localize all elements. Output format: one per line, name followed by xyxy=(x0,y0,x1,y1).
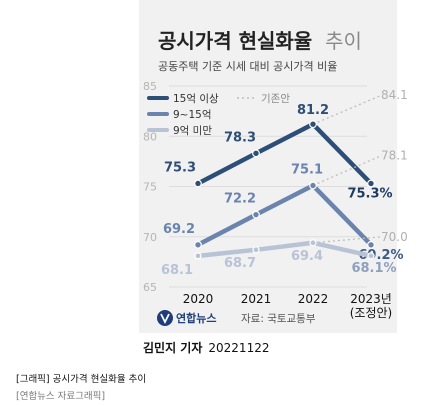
logo-text: 연합뉴스 xyxy=(176,311,216,325)
legend-label-9-15: 9~15억 xyxy=(173,109,212,121)
data-point xyxy=(252,149,260,158)
series-line xyxy=(195,183,374,248)
data-label: 68.7 xyxy=(224,256,256,271)
y-tick-label: 75 xyxy=(143,181,157,194)
chart-card: 공시가격 현실화율 추이 공동주택 기준 시세 대비 공시가격 비율 85 80 7… xyxy=(139,0,408,333)
chart-subtitle: 공동주택 기준 시세 대비 공시가격 비율 xyxy=(158,60,337,73)
legend: 15억 이상 9~15억 9억 미만 기존안 xyxy=(147,93,290,137)
existing-plan-line xyxy=(312,236,383,244)
byline: 김민지 기자 20221122 xyxy=(143,339,269,356)
data-label: 72.2 xyxy=(224,192,256,207)
reporter-name: 김민지 기자 xyxy=(143,341,203,355)
series-line xyxy=(195,121,374,186)
data-point xyxy=(309,120,317,129)
series-layer: 84.1 75.3 78.3 81.2 75.3% 78.1 69.2 72.2 75.1 69.… xyxy=(161,88,408,278)
data-label: 69.2 xyxy=(163,222,195,237)
legend-label-under-9: 9억 미만 xyxy=(173,125,212,137)
legend-label-existing-plan: 기존안 xyxy=(261,93,290,105)
publish-date: 20221122 xyxy=(208,341,270,355)
data-point xyxy=(194,179,202,188)
data-label: 81.2 xyxy=(297,103,329,118)
existing-plan-label: 84.1 xyxy=(381,88,408,102)
x-tick-label: 2021 xyxy=(241,292,272,306)
grid xyxy=(169,85,367,288)
yonhap-logo-icon xyxy=(157,310,173,326)
caption-source: [연합뉴스 자료그래픽] xyxy=(16,391,106,402)
line-chart: 공시가격 현실화율 추이 공동주택 기준 시세 대비 공시가격 비율 85 80 7… xyxy=(143,29,408,326)
x-axis: (조정안) 2020 2021 2022 2023년 xyxy=(183,292,393,320)
data-label: 68.1 xyxy=(161,263,193,278)
data-label: 68.1% xyxy=(351,261,396,276)
data-point xyxy=(367,240,375,249)
legend-label-15: 15억 이상 xyxy=(173,93,219,105)
x-tick-label: 2020 xyxy=(183,292,214,306)
data-point xyxy=(252,246,260,254)
caption-title: [그래픽] 공시가격 현실화율 추이 xyxy=(16,374,147,385)
data-point xyxy=(367,179,375,188)
x-tick-note: (조정안) xyxy=(350,306,392,320)
data-label: 75.1 xyxy=(291,162,323,177)
y-tick-label: 80 xyxy=(143,130,157,143)
data-label: 78.3 xyxy=(224,130,256,145)
data-point xyxy=(194,240,202,249)
data-point xyxy=(309,239,317,247)
y-tick-label: 85 xyxy=(143,80,157,93)
data-label: 69.4 xyxy=(291,249,323,264)
data-point xyxy=(252,210,260,219)
chart-title-suffix: 추이 xyxy=(325,29,362,53)
existing-plan-label: 70.0 xyxy=(381,230,408,244)
existing-plan-label: 78.1 xyxy=(381,148,408,162)
x-tick-label: 2023년 xyxy=(350,292,392,306)
x-tick-label: 2022 xyxy=(298,292,329,306)
source-row: 연합뉴스 자료: 국토교통부 xyxy=(157,310,316,326)
data-point xyxy=(367,252,375,260)
y-tick-label: 70 xyxy=(143,231,157,244)
chart-title: 공시가격 현실화율 추이 xyxy=(158,29,362,53)
y-axis: 85 80 75 70 65 xyxy=(143,80,157,294)
chart-title-main: 공시가격 현실화율 xyxy=(158,29,312,53)
source-text: 자료: 국토교통부 xyxy=(241,313,316,325)
data-point xyxy=(194,252,202,260)
series-line xyxy=(195,240,374,259)
data-label: 75.3 xyxy=(164,160,196,175)
y-tick-label: 65 xyxy=(143,281,157,294)
data-label: 75.3% xyxy=(347,186,392,201)
data-point xyxy=(309,181,317,190)
